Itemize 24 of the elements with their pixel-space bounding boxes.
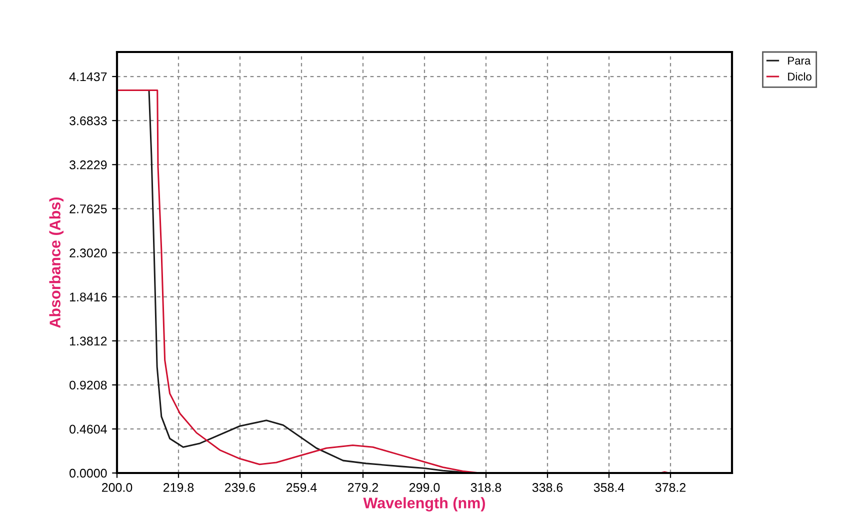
y-tick-label: 4.1437 [69,72,107,82]
y-tick-label: 1.3812 [70,336,107,346]
y-tick-label: 1.8416 [70,292,107,302]
x-axis-title: Wavelength (nm) [363,497,485,512]
x-tick-label: 338.6 [532,483,563,492]
y-tick-label: 0.0000 [70,468,107,478]
x-tick-label: 358.4 [594,483,624,492]
y-tick-label: 2.3020 [70,248,107,258]
y-axis-title: Absorbance (Abs) [49,197,64,328]
legend-label: Para [788,56,811,65]
x-tick-label: 378.2 [655,483,686,492]
x-tick-label: 299.0 [409,483,440,492]
y-tick-label: 0.9208 [70,380,107,390]
x-tick-label: 279.2 [348,483,378,492]
y-tick-label: 0.4604 [70,424,107,434]
x-tick-label: 259.4 [286,483,317,492]
y-tick-label: 3.2229 [70,160,107,170]
y-tick-label: 2.7625 [70,204,107,214]
x-tick-label: 239.6 [224,483,256,492]
x-tick-label: 200.0 [102,483,132,492]
y-tick-label: 3.6833 [70,116,107,126]
x-tick-label: 318.8 [470,483,502,492]
legend-label: Diclo [788,72,812,81]
x-tick-label: 219.8 [163,483,194,492]
